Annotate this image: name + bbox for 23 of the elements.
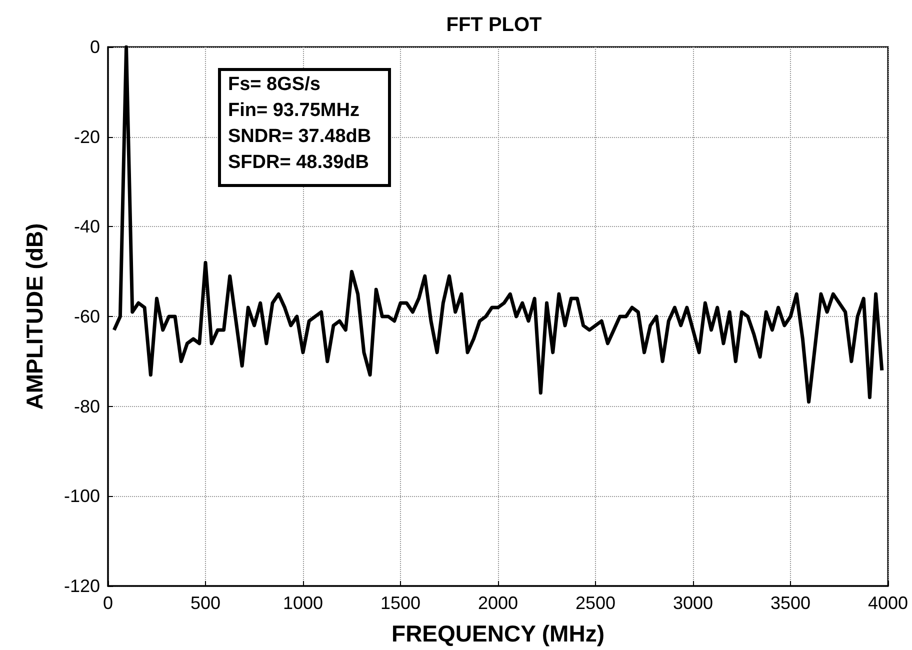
x-tick-label: 4000 xyxy=(868,593,908,613)
y-tick-label: -80 xyxy=(74,396,100,416)
x-tick-label: 3000 xyxy=(672,593,714,613)
annotation: SFDR= 48.39dB xyxy=(228,152,369,173)
y-tick-label: -40 xyxy=(74,216,100,237)
x-tick-label: 2000 xyxy=(478,593,518,613)
x-tick-label: 500 xyxy=(190,593,221,613)
x-axis-title: FREQUENCY (MHz) xyxy=(392,620,604,646)
chart-title: FFT PLOT xyxy=(446,14,542,36)
y-tick-label: -120 xyxy=(64,576,100,596)
y-tick-label: -60 xyxy=(74,306,100,326)
x-tick-label: 0 xyxy=(102,593,114,613)
annotation: Fs= 8GS/s xyxy=(228,74,320,95)
x-tick-label: 2500 xyxy=(575,593,616,613)
y-axis-title: AMPLITUDE (dB) xyxy=(22,223,48,410)
annotation: Fin= 93.75MHz xyxy=(228,100,360,121)
x-tick-label: 1500 xyxy=(380,593,421,613)
y-tick-label: -20 xyxy=(74,126,100,147)
annotation: SNDR= 37.48dB xyxy=(228,126,372,147)
x-tick-label: 1000 xyxy=(282,593,324,613)
y-tick-label: -100 xyxy=(64,486,100,506)
y-tick-label: 0 xyxy=(90,37,100,57)
x-tick-label: 3500 xyxy=(770,593,811,613)
